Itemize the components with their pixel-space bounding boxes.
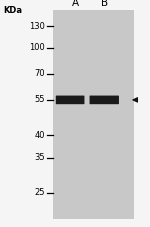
Text: 25: 25 — [34, 188, 45, 197]
Text: 70: 70 — [34, 69, 45, 78]
Text: 35: 35 — [34, 153, 45, 162]
Text: 40: 40 — [34, 131, 45, 140]
Text: 100: 100 — [29, 43, 45, 52]
FancyBboxPatch shape — [90, 96, 119, 104]
Text: 55: 55 — [34, 95, 45, 104]
FancyBboxPatch shape — [56, 96, 84, 104]
Text: B: B — [101, 0, 108, 8]
Bar — [53, 10, 134, 219]
Text: KDa: KDa — [3, 6, 22, 15]
Text: A: A — [72, 0, 79, 8]
Text: 130: 130 — [29, 22, 45, 31]
